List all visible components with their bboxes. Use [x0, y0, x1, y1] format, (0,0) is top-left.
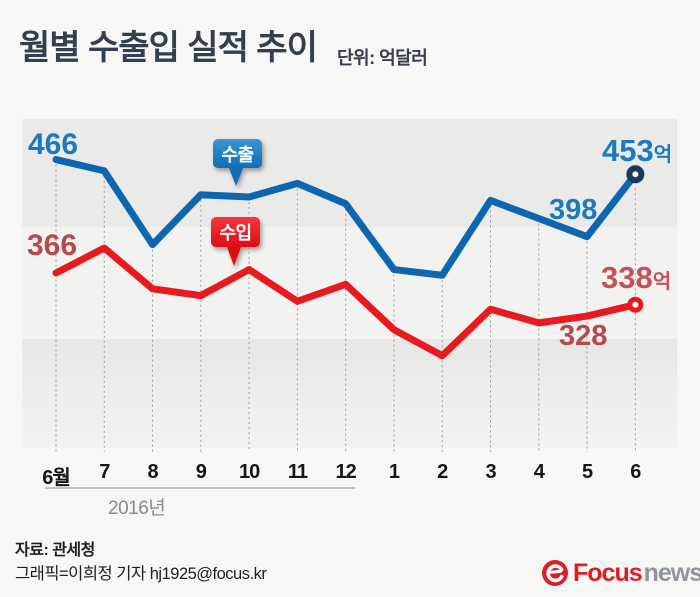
x-axis-label-8: 1: [388, 461, 400, 483]
logo-word-focus: Focus: [573, 558, 643, 587]
focus-logo-swirl-icon: [542, 560, 568, 586]
focus-news-logo: Focus news: [540, 558, 700, 588]
x-axis-label-1: 6월: [42, 467, 71, 489]
x-axis-label-11: 4: [533, 461, 545, 483]
series-label-import-balloon: 수입: [211, 217, 260, 266]
series-label-export: 수출: [213, 139, 262, 168]
year-underline: [45, 487, 355, 489]
annotation-export-last-suffix: 억: [653, 144, 673, 166]
series-label-import: 수입: [211, 217, 260, 247]
export-end-marker: [626, 165, 645, 184]
balloon-tail-icon: [227, 247, 241, 266]
source-note: 자료: 관세청: [15, 542, 95, 559]
annotation-import-last-value: 338: [601, 260, 653, 295]
x-axis-label-7: 12: [335, 461, 357, 483]
unit-label: 단위: 억달러: [337, 48, 428, 68]
annotation-import-first: 366: [27, 229, 78, 262]
x-axis-label-6: 11: [287, 461, 308, 483]
annotation-import-last-suffix: 억: [652, 271, 672, 293]
annotation-export-last-value: 453: [602, 133, 654, 168]
logo-word-news: news: [643, 558, 700, 587]
x-axis-label-5: 10: [238, 461, 260, 483]
annotation-export-last: 453억: [602, 135, 672, 166]
x-axis-label-10: 3: [485, 461, 496, 483]
annotation-import-last: 338억: [601, 262, 671, 293]
page-title: 월별 수출입 실적 추이: [19, 29, 318, 67]
year-label: 2016년: [108, 498, 166, 519]
x-axis-label-2: 7: [99, 461, 110, 483]
credit-note: 그래픽=이희정 기자 hj1925@focus.kr: [15, 565, 267, 583]
chart-band-bottom: [22, 339, 677, 448]
annotation-import-may: 328: [559, 320, 608, 352]
export-line: [52, 156, 639, 279]
x-axis-label-3: 8: [147, 461, 158, 483]
import-end-marker: [627, 296, 644, 313]
series-label-export-balloon: 수출: [213, 139, 262, 186]
x-axis-label-13: 6: [630, 461, 641, 483]
annotation-export-may: 398: [549, 194, 598, 226]
balloon-tail-icon: [229, 168, 243, 186]
x-axis-label-12: 5: [582, 461, 593, 483]
annotation-export-first: 466: [28, 128, 79, 161]
x-axis-label-4: 9: [195, 461, 207, 483]
x-axis-label-9: 2: [437, 461, 448, 483]
import-line: [52, 244, 639, 360]
